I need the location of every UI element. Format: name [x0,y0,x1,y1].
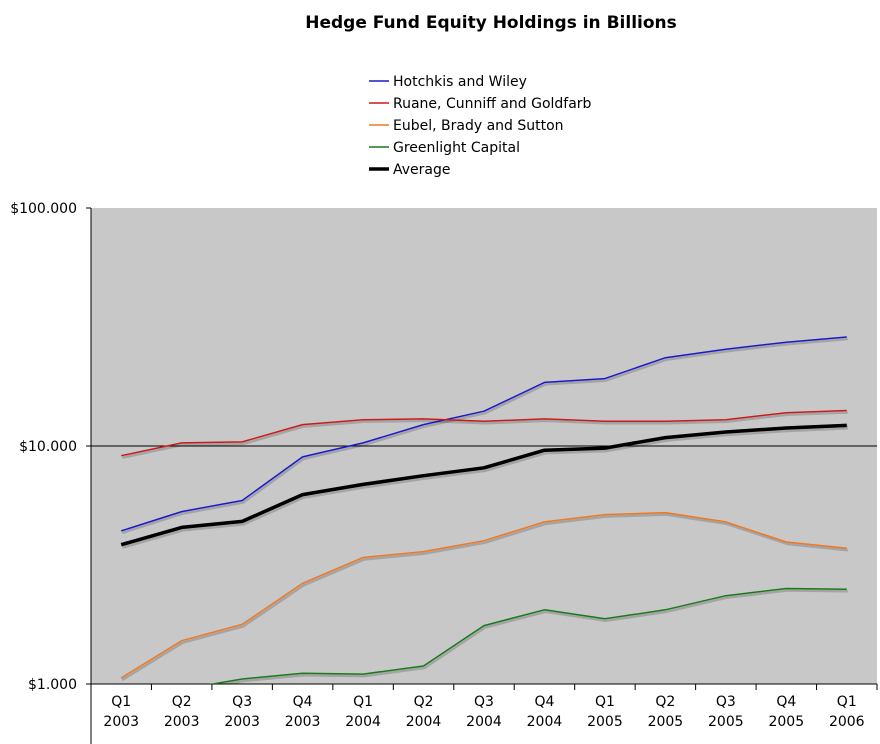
x-tick-label-year: 2004 [406,714,442,730]
x-tick-label-quarter: Q3 [716,694,736,710]
x-tick-label-quarter: Q3 [474,694,494,710]
legend-label-hotchkis-and-wiley: Hotchkis and Wiley [393,74,527,90]
series-shadow-greenlight-capital [218,589,848,684]
series-shadow-ruane-cunniff-and-goldfarb [121,411,848,459]
x-tick-label-year: 2004 [466,714,502,730]
legend-label-ruane-cunniff-and-goldfarb: Ruane, Cunniff and Goldfarb [393,96,592,112]
x-tick-label-year: 2003 [285,714,321,730]
x-tick-label-quarter: Q2 [172,694,192,710]
x-tick-label-quarter: Q3 [232,694,252,710]
x-tick-label-quarter: Q4 [776,694,796,710]
x-tick-label-quarter: Q4 [293,694,313,710]
x-tick-label-year: 2005 [587,714,623,730]
legend-label-greenlight-capital: Greenlight Capital [393,140,520,156]
x-tick-label-year: 2005 [768,714,804,730]
series-shadow-eubel-brady-and-sutton [121,513,848,682]
x-tick-label-quarter: Q1 [837,694,857,710]
y-axis: $1.000 $10.000 $100.000 [10,201,92,744]
x-tick-label-year: 2005 [708,714,744,730]
x-tick-label-quarter: Q2 [655,694,675,710]
y-tick-label: $100.000 [10,201,77,217]
legend-label-eubel-brady-and-sutton: Eubel, Brady and Sutton [393,118,564,134]
x-tick-label-year: 2004 [527,714,563,730]
x-tick-label-quarter: Q2 [414,694,434,710]
legend-label-average: Average [393,162,451,178]
series-shadow-hotchkis-and-wiley [121,337,848,535]
x-tick-label-year: 2004 [345,714,381,730]
x-tick-label-year: 2003 [103,714,139,730]
legend: Hotchkis and Wiley Ruane, Cunniff and Gol… [369,74,592,178]
x-tick-label-year: 2003 [164,714,200,730]
y-tick-label: $1.000 [28,677,77,693]
x-tick-label-year: 2006 [829,714,865,730]
x-tick-label-quarter: Q4 [534,694,554,710]
series-layer [120,336,848,684]
x-axis: Q1 2003 Q2 2003 Q3 2003 Q4 2003 Q1 2004 Q2 2004 Q3 20… [90,683,878,730]
x-tick-label-year: 2005 [648,714,684,730]
series-shadow-average [121,425,848,549]
x-tick-label-quarter: Q1 [353,694,373,710]
y-tick-label: $10.000 [19,439,77,455]
x-tick-label-year: 2003 [224,714,260,730]
x-tick-label-quarter: Q1 [111,694,131,710]
chart-title: Hedge Fund Equity Holdings in Billions [305,13,677,33]
x-tick-label-quarter: Q1 [595,694,615,710]
